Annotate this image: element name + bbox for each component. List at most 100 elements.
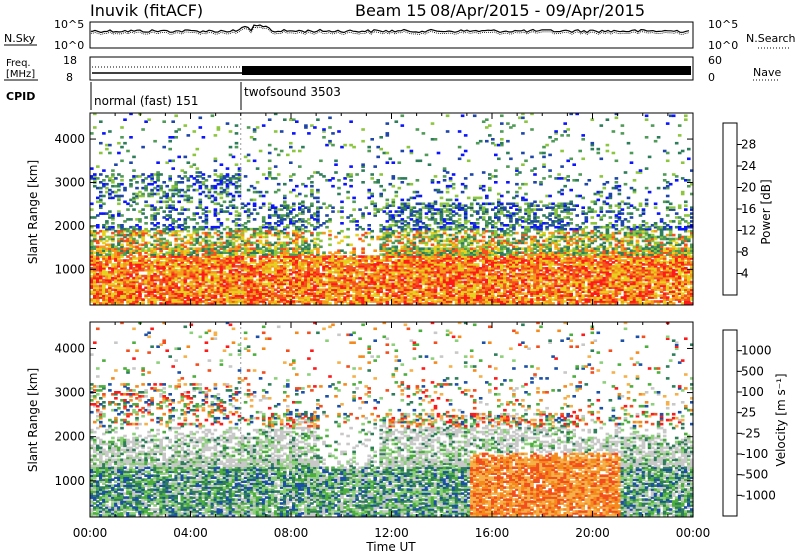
- heatmap-cell: [322, 175, 326, 178]
- heatmap-cell: [234, 181, 239, 184]
- heatmap-cell: [159, 261, 163, 264]
- heatmap-cell: [165, 206, 169, 209]
- heatmap-cell: [150, 255, 154, 258]
- heatmap-cell: [159, 247, 163, 250]
- heatmap-cell: [126, 149, 130, 153]
- heatmap-cell: [174, 220, 178, 223]
- heatmap-cell: [129, 112, 133, 116]
- heatmap-cell: [117, 229, 121, 233]
- heatmap-cell: [96, 165, 100, 168]
- heatmap-cell: [198, 282, 203, 286]
- heatmap-cell: [237, 184, 242, 188]
- heatmap-cell: [114, 290, 118, 293]
- heatmap-cell: [246, 270, 251, 274]
- heatmap-cell: [198, 261, 203, 264]
- heatmap-cell: [150, 179, 154, 182]
- heatmap-cell: [135, 268, 139, 272]
- heatmap-cell: [165, 247, 169, 250]
- heatmap-cell: [174, 282, 178, 286]
- heatmap-cell: [207, 251, 212, 254]
- heatmap-cell: [177, 249, 181, 252]
- heatmap-cell: [183, 251, 188, 254]
- heatmap-cell: [207, 278, 212, 282]
- heatmap-cell: [171, 255, 175, 258]
- heatmap-cell: [168, 251, 172, 254]
- heatmap-cell: [379, 192, 383, 196]
- heatmap-cell: [352, 196, 356, 200]
- heatmap-cell: [144, 204, 148, 207]
- heatmap-cell: [192, 212, 197, 215]
- heatmap-cell: [279, 241, 284, 245]
- heatmap-cell: [255, 126, 260, 129]
- heatmap-cell: [159, 249, 163, 252]
- heatmap-cell: [189, 270, 194, 274]
- heatmap-cell: [198, 284, 203, 288]
- heatmap-cell: [231, 302, 236, 305]
- heatmap-cell: [162, 247, 166, 250]
- heatmap-cell: [99, 173, 103, 176]
- heatmap-cell: [153, 265, 157, 268]
- heatmap-cell: [231, 280, 236, 284]
- heatmap-cell: [319, 300, 323, 303]
- heatmap-cell: [234, 261, 239, 264]
- heatmap-cell: [243, 261, 248, 264]
- heatmap-cell: [150, 227, 154, 231]
- heatmap-cell: [96, 214, 100, 217]
- heatmap-cell: [129, 292, 133, 295]
- noise-sky-trace: [90, 24, 690, 34]
- heatmap-cell: [246, 286, 251, 290]
- heatmap-cell: [349, 184, 353, 188]
- heatmap-cell: [222, 261, 227, 264]
- heatmap-cell: [219, 296, 224, 299]
- heatmap-cell: [120, 237, 124, 241]
- heatmap-cell: [177, 268, 181, 272]
- heatmap-cell: [213, 186, 218, 190]
- heatmap-cell: [117, 280, 121, 284]
- heatmap-cell: [225, 235, 230, 239]
- heatmap-cell: [204, 298, 209, 301]
- heatmap-cell: [219, 235, 224, 239]
- heatmap-cell: [123, 186, 127, 190]
- heatmap-cell: [132, 257, 136, 260]
- heatmap-cell: [204, 241, 209, 245]
- heatmap-cell: [177, 200, 181, 204]
- heatmap-cell: [105, 222, 109, 225]
- heatmap-cell: [198, 171, 203, 174]
- heatmap-cell: [186, 290, 191, 293]
- heatmap-cell: [99, 276, 103, 280]
- heatmap-cell: [228, 280, 233, 284]
- heatmap-cell: [93, 233, 97, 237]
- heatmap-cell: [216, 259, 221, 262]
- heatmap-cell: [460, 261, 465, 264]
- heatmap-cell: [213, 288, 218, 292]
- heatmap-cell: [234, 218, 239, 221]
- heatmap-cell: [120, 282, 124, 286]
- heatmap-cell: [183, 171, 188, 174]
- heatmap-cell: [298, 218, 302, 221]
- heatmap-cell: [171, 251, 175, 254]
- heatmap-cell: [111, 270, 115, 274]
- heatmap-cell: [132, 249, 136, 252]
- heatmap-cell: [400, 237, 405, 241]
- heatmap-cell: [105, 261, 109, 264]
- heatmap-cell: [237, 224, 242, 227]
- heatmap-cell: [147, 302, 151, 305]
- heatmap-cell: [138, 218, 142, 221]
- heatmap-cell: [231, 259, 236, 262]
- heatmap-cell: [352, 145, 356, 149]
- heatmap-cell: [153, 247, 157, 250]
- heatmap-cell: [451, 173, 456, 176]
- heatmap-cell: [198, 288, 203, 292]
- heatmap-cell: [198, 272, 203, 276]
- heatmap-cell: [123, 247, 127, 250]
- heatmap-cell: [132, 286, 136, 290]
- heatmap-cell: [237, 237, 242, 241]
- heatmap-cell: [231, 265, 236, 268]
- heatmap-cell: [135, 278, 139, 282]
- heatmap-cell: [234, 282, 239, 286]
- heatmap-cell: [213, 214, 218, 217]
- heatmap-cell: [177, 300, 181, 303]
- nave-label: Nave: [753, 66, 781, 79]
- heatmap-cell: [292, 208, 296, 211]
- heatmap-cell: [204, 222, 209, 225]
